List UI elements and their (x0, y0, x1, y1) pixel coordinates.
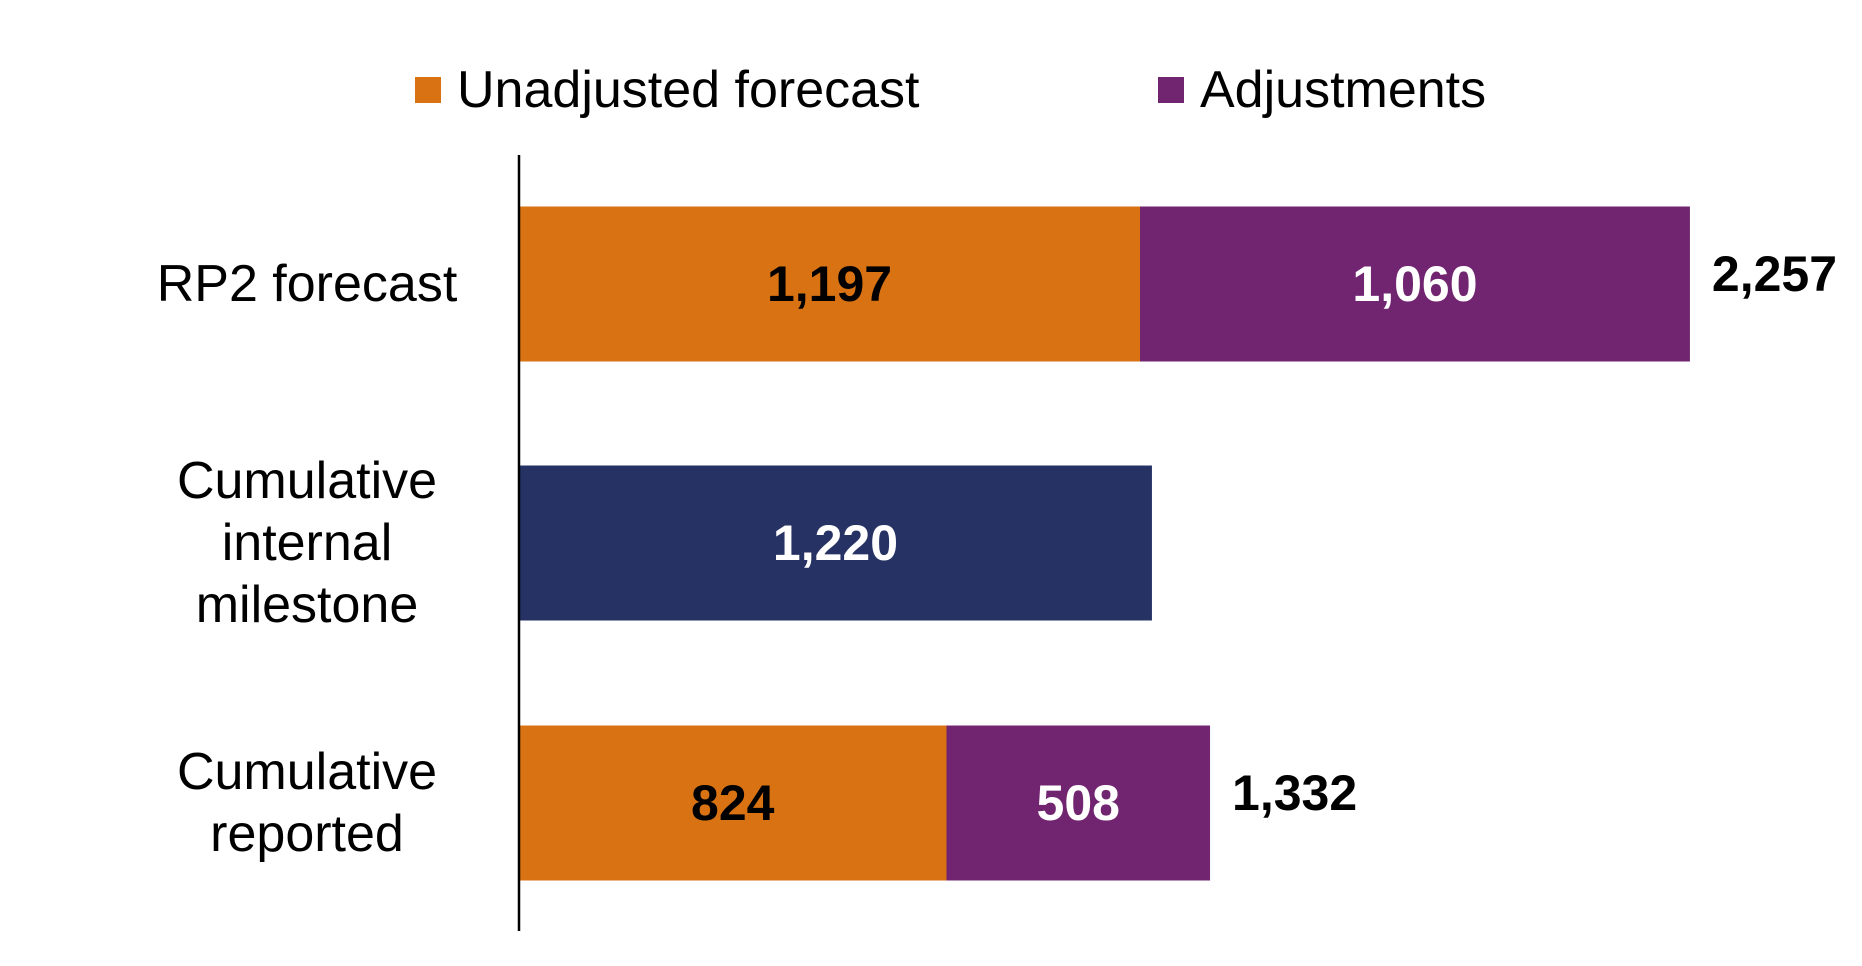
legend-swatch (415, 77, 441, 103)
category-label: Cumulative reported (176, 743, 438, 863)
legend-label: Adjustments (1200, 61, 1486, 119)
bar-segment (946, 725, 1211, 881)
legend-label: Unadjusted forecast (457, 61, 920, 119)
category-label: RP2 forecast (156, 255, 458, 313)
legend-swatch (1158, 77, 1184, 103)
total-label: 2,257 (1712, 246, 1837, 302)
bar-segment (1140, 206, 1690, 362)
total-label: 1,332 (1232, 765, 1357, 821)
value-label: 824 (691, 775, 775, 831)
bar-segment (519, 465, 1152, 621)
category-label: Cumulative internal milestone (176, 452, 438, 634)
value-label: 508 (1037, 775, 1120, 831)
bar-segment (519, 725, 947, 881)
value-label: 1,060 (1352, 256, 1477, 312)
value-label: 1,197 (767, 256, 892, 312)
bar-segment (519, 206, 1141, 362)
value-label: 1,220 (773, 515, 898, 571)
